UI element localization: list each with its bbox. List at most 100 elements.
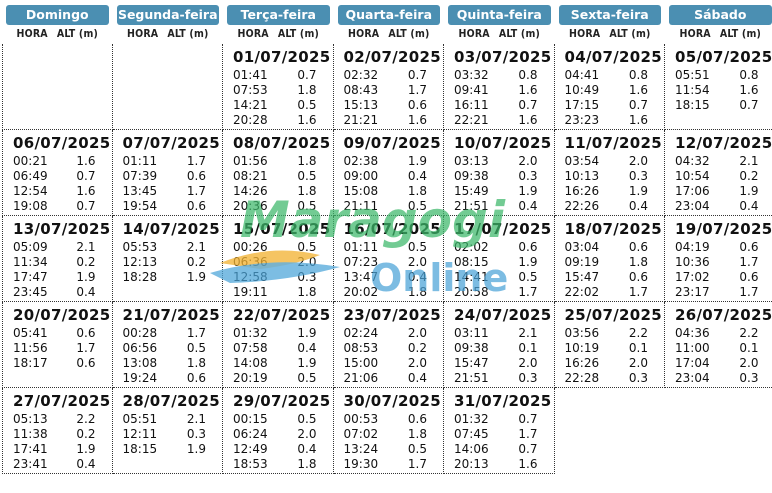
tide-height: 1.6 (628, 83, 648, 97)
tide-row: 02:24 2.0 (344, 326, 436, 341)
tide-height: 2.1 (518, 326, 538, 340)
tide-time: 00:53 (343, 412, 379, 426)
tide-row: 21:06 0.4 (344, 371, 436, 386)
tide-time: 03:32 (454, 68, 489, 82)
tide-row: 07:39 0.6 (123, 169, 215, 184)
day-date: 18/07/2025 (564, 220, 662, 238)
tide-time: 07:45 (454, 427, 489, 441)
day-cell: 18/07/2025 03:04 0.6 09:19 1.8 15:47 0.6 22:02 1… (554, 216, 665, 302)
tide-row: 19:54 0.6 (123, 199, 215, 214)
hora-label: HORA (347, 28, 380, 40)
tide-height: 1.9 (297, 326, 317, 340)
tide-row: 14:06 0.7 (454, 442, 546, 457)
tide-row: 17:15 0.7 (565, 98, 657, 113)
tide-height: 0.5 (297, 199, 317, 213)
tide-time: 14:08 (233, 356, 268, 370)
tide-height: 0.6 (628, 240, 648, 254)
day-date: 09/07/2025 (343, 134, 441, 152)
tide-time: 15:49 (454, 184, 489, 198)
tide-time: 23:45 (13, 285, 48, 299)
tide-calendar: Domingo HORA ALT (m) Segunda-feira HORA ALT (… (2, 4, 772, 474)
tide-time: 05:53 (122, 240, 158, 254)
tide-height: 1.8 (297, 154, 317, 168)
tide-row: 02:38 1.9 (344, 154, 436, 169)
tide-row: 05:09 2.1 (13, 240, 104, 255)
tide-row: 09:38 0.3 (454, 169, 546, 184)
tide-height: 1.6 (76, 154, 96, 168)
empty-day-cell (112, 44, 223, 130)
tide-row: 19:30 1.7 (344, 457, 436, 472)
tide-time: 18:17 (13, 356, 48, 370)
tide-time: 10:49 (564, 83, 600, 97)
tide-row: 12:54 1.6 (13, 184, 104, 199)
tide-height: 1.6 (518, 83, 538, 97)
tide-time: 05:41 (13, 326, 48, 340)
day-date: 23/07/2025 (343, 306, 441, 324)
day-date: 26/07/2025 (675, 306, 772, 324)
tide-time: 09:41 (454, 83, 489, 97)
tide-row: 19:11 1.8 (233, 285, 325, 300)
tide-height: 1.7 (76, 341, 96, 355)
tide-row: 13:24 0.5 (344, 442, 436, 457)
tide-height: 0.2 (186, 255, 206, 269)
tide-height: 2.0 (628, 356, 648, 370)
day-cell: 14/07/2025 05:53 2.1 12:13 0.2 18:28 1.9 (112, 216, 223, 302)
tide-height: 1.9 (297, 356, 317, 370)
tide-time: 21:11 (343, 199, 379, 213)
column-labels: HORA ALT (m) (117, 28, 220, 40)
tide-height: 2.2 (76, 412, 96, 426)
tide-height: 0.6 (739, 270, 759, 284)
column-labels: HORA ALT (m) (559, 28, 662, 40)
tide-row: 18:17 0.6 (13, 356, 104, 371)
alt-label: ALT (m) (719, 28, 762, 40)
tide-row: 01:32 0.7 (454, 412, 546, 427)
tide-time: 20:58 (454, 285, 489, 299)
tide-time: 10:13 (564, 169, 600, 183)
tide-time: 01:32 (454, 412, 489, 426)
tide-row: 03:54 2.0 (565, 154, 657, 169)
tide-time: 16:26 (564, 356, 600, 370)
tide-time: 05:09 (13, 240, 48, 254)
day-name: Sábado (669, 5, 772, 25)
tide-time: 11:54 (675, 83, 710, 97)
tide-height: 0.3 (628, 371, 648, 385)
tide-height: 2.0 (407, 255, 427, 269)
tide-row: 20:36 0.5 (233, 199, 325, 214)
tide-time: 15:47 (564, 270, 600, 284)
tide-row: 05:41 0.6 (13, 326, 104, 341)
tide-row: 12:13 0.2 (123, 255, 215, 270)
day-cell: 02/07/2025 02:32 0.7 08:43 1.7 15:13 0.6 21:21 1… (333, 44, 444, 130)
tide-height: 2.0 (518, 154, 538, 168)
tide-height: 0.3 (518, 371, 538, 385)
tide-row: 03:56 2.2 (565, 326, 657, 341)
tide-height: 0.4 (407, 270, 427, 284)
tide-row: 23:04 0.4 (675, 199, 767, 214)
tide-time: 12:58 (233, 270, 268, 284)
tide-height: 0.7 (518, 412, 538, 426)
tide-row: 16:26 1.9 (565, 184, 657, 199)
tide-row: 07:23 2.0 (344, 255, 436, 270)
tide-row: 00:53 0.6 (344, 412, 436, 427)
tide-time: 17:06 (675, 184, 710, 198)
tide-time: 17:47 (13, 270, 48, 284)
tide-height: 1.9 (518, 184, 538, 198)
tide-height: 1.8 (297, 457, 317, 471)
column-labels: HORA ALT (m) (227, 28, 330, 40)
tide-row: 07:45 1.7 (454, 427, 546, 442)
tide-height: 1.9 (628, 184, 648, 198)
tide-row: 04:19 0.6 (675, 240, 767, 255)
tide-row: 20:02 1.8 (344, 285, 436, 300)
tide-height: 1.6 (297, 113, 317, 127)
tide-time: 06:36 (233, 255, 268, 269)
tide-height: 0.3 (628, 169, 648, 183)
tide-time: 09:19 (564, 255, 600, 269)
day-name: Terça-feira (227, 5, 330, 25)
tide-height: 0.5 (407, 199, 427, 213)
day-date: 02/07/2025 (343, 48, 441, 66)
tide-time: 21:21 (343, 113, 379, 127)
tide-time: 21:51 (454, 371, 489, 385)
tide-height: 0.5 (297, 412, 317, 426)
tide-time: 10:54 (675, 169, 710, 183)
day-date: 13/07/2025 (13, 220, 111, 238)
tide-height: 2.0 (739, 356, 759, 370)
